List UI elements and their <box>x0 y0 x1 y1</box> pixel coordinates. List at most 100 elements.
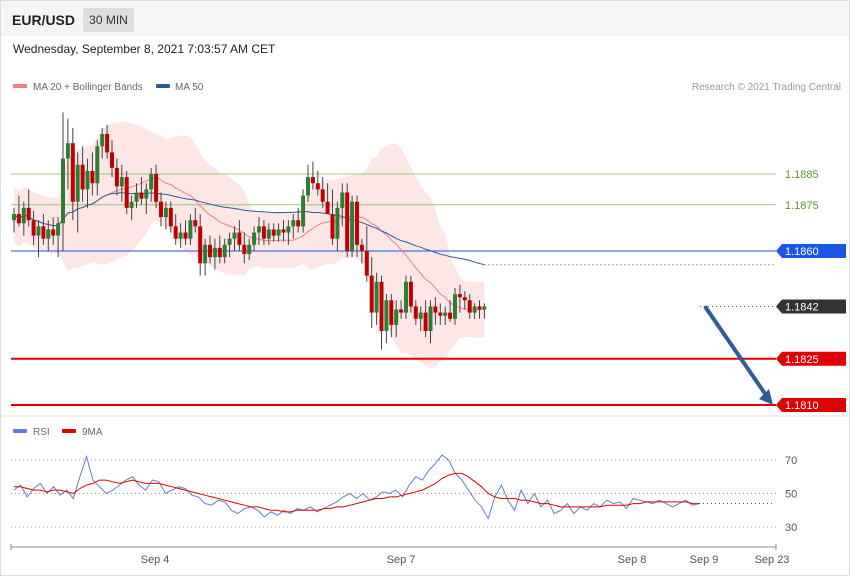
candle <box>159 192 163 227</box>
candle <box>26 189 31 227</box>
candle <box>462 291 467 310</box>
candle <box>369 257 374 328</box>
candle <box>418 306 423 332</box>
candle <box>56 217 61 258</box>
candle <box>31 210 36 245</box>
candle <box>340 183 345 227</box>
projection-arrow-shaft <box>703 305 770 400</box>
candle <box>217 235 222 264</box>
rsi-legend-label: RSI <box>33 427 50 438</box>
candle <box>433 297 438 325</box>
rsi-tick-label: 30 <box>785 522 797 534</box>
candle <box>237 220 242 251</box>
candle <box>291 214 296 239</box>
candle <box>61 112 65 251</box>
candle <box>46 220 51 251</box>
candle <box>173 214 178 245</box>
candle <box>144 183 149 215</box>
candle <box>188 214 193 245</box>
candle <box>306 164 310 202</box>
candle <box>12 207 16 233</box>
candle <box>178 223 183 248</box>
resistance-label: 1.1875 <box>785 200 819 212</box>
candle <box>134 183 139 208</box>
x-axis: Sep 4 Sep 7 Sep 8 Sep 9 Sep 23 <box>10 544 790 566</box>
candle <box>345 183 350 258</box>
candle <box>457 284 462 313</box>
candle <box>399 300 404 319</box>
candle <box>100 127 105 159</box>
candle <box>16 195 21 227</box>
candle <box>139 177 144 205</box>
candle <box>359 238 364 264</box>
candle <box>467 294 472 319</box>
candle <box>286 220 291 245</box>
chart-datetime: Wednesday, September 8, 2021 7:03:57 AM … <box>13 42 276 56</box>
candle <box>384 294 389 344</box>
candle <box>114 158 119 196</box>
rsi-legend-swatch <box>13 429 27 433</box>
candle <box>335 201 340 251</box>
ma50-line <box>13 192 485 266</box>
candle <box>320 177 325 208</box>
candle <box>296 207 301 233</box>
candle <box>389 294 394 338</box>
candle <box>404 275 408 319</box>
candle <box>124 170 129 215</box>
x-tick-label: Sep 9 <box>690 554 719 566</box>
candle <box>208 235 212 264</box>
candle <box>428 300 433 344</box>
ma50-legend-swatch <box>156 84 170 88</box>
price-levels: 1.1885 1.1875 1.1860 1.1842 1.1825 1.1810 <box>11 169 846 412</box>
moving-averages <box>13 176 776 311</box>
candle <box>212 238 217 270</box>
x-tick-label: Sep 23 <box>755 554 790 566</box>
candle <box>198 214 203 276</box>
candle <box>448 300 453 322</box>
candle <box>75 152 80 233</box>
x-tick-label: Sep 7 <box>387 554 416 566</box>
candle <box>119 164 124 202</box>
rsi-tick-label: 70 <box>785 455 797 467</box>
price-tag-label: 1.1810 <box>785 400 819 412</box>
candle <box>105 124 110 159</box>
candle <box>266 223 271 245</box>
candle <box>168 201 173 233</box>
candle <box>438 303 443 325</box>
candle <box>482 303 487 319</box>
ma20-legend-label: MA 20 + Bollinger Bands <box>33 82 143 93</box>
candle <box>261 220 266 245</box>
resistance-label: 1.1885 <box>785 169 819 181</box>
rsi-tick-label: 50 <box>785 489 797 501</box>
x-tick-label: Sep 4 <box>141 554 170 566</box>
candle <box>163 201 168 230</box>
header-bar: EUR/USD 30 MIN <box>1 1 849 36</box>
candle <box>65 118 70 190</box>
price-tag <box>776 299 846 314</box>
candle <box>350 195 355 258</box>
rsi-ma-legend-swatch <box>62 429 76 433</box>
symbol-title: EUR/USD <box>12 12 76 28</box>
candle <box>325 183 330 215</box>
rsi-line <box>13 454 700 520</box>
candle <box>252 226 257 251</box>
candle <box>477 300 482 319</box>
rsi-ma-line <box>14 472 699 513</box>
candle <box>281 220 286 242</box>
candle <box>193 207 198 233</box>
price-tag <box>776 351 846 366</box>
credit-text: Research © 2021 Trading Central <box>692 82 841 93</box>
candle <box>242 232 247 264</box>
candle <box>408 275 413 313</box>
candle <box>222 238 227 264</box>
candle <box>232 226 237 251</box>
candle <box>394 300 399 338</box>
candle <box>227 232 232 258</box>
candle <box>41 214 46 245</box>
candle <box>85 158 90 208</box>
candle <box>70 127 75 221</box>
ma50-legend-label: MA 50 <box>175 82 204 93</box>
ma20-legend-swatch <box>13 84 27 88</box>
timeframe-button[interactable]: 30 MIN <box>83 8 134 32</box>
